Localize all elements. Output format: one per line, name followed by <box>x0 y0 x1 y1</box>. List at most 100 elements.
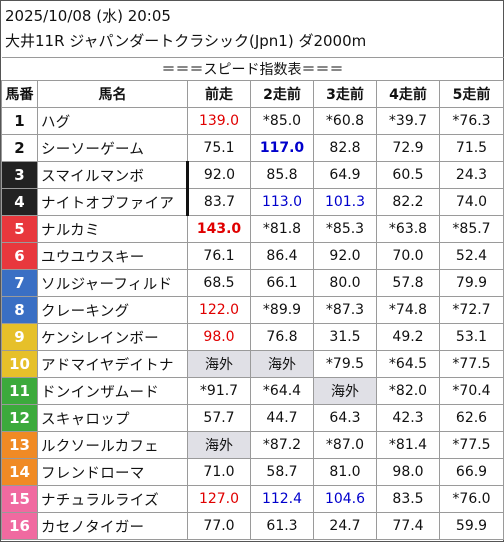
horse-name: ユウユウスキー <box>37 242 188 270</box>
speed-index-cell: 112.4 <box>250 485 314 513</box>
speed-index-cell: 75.1 <box>187 134 251 162</box>
speed-index-cell: 72.9 <box>376 134 440 162</box>
table-row: 9 ケンシレインボー 98.0 76.8 31.5 49.2 53.1 <box>1 323 504 351</box>
horse-number: 13 <box>1 431 38 459</box>
speed-index-cell: 74.0 <box>439 188 504 216</box>
table-title-row: ＝＝＝スピード指数表＝＝＝ <box>1 57 504 81</box>
speed-index-cell: *79.5 <box>313 350 377 378</box>
horse-number: 12 <box>1 404 38 432</box>
table-header-row: 馬番 馬名 前走 2走前 3走前 4走前 5走前 <box>1 80 504 108</box>
speed-index-cell: 61.3 <box>250 512 314 540</box>
speed-index-cell: 49.2 <box>376 323 440 351</box>
speed-index-cell: *77.5 <box>439 431 504 459</box>
table-row: 13 ルクソールカフェ 海外 *87.2 *87.0 *81.4 *77.5 <box>1 431 504 459</box>
col-header-last-race: 前走 <box>187 80 251 108</box>
speed-index-cell: 76.1 <box>187 242 251 270</box>
speed-index-cell: 139.0 <box>187 107 251 135</box>
speed-index-cell: 海外 <box>187 431 251 459</box>
table-row: 4 ナイトオブファイア 83.7 113.0 101.3 82.2 74.0 <box>1 188 504 216</box>
speed-index-cell: 98.0 <box>376 458 440 486</box>
speed-index-cell: 52.4 <box>439 242 504 270</box>
horse-number: 3 <box>1 161 38 189</box>
speed-index-cell: *87.2 <box>250 431 314 459</box>
speed-index-cell: 64.3 <box>313 404 377 432</box>
speed-index-cell: *81.8 <box>250 215 314 243</box>
speed-index-cell: 113.0 <box>250 188 314 216</box>
speed-index-cell: *87.0 <box>313 431 377 459</box>
table-row: 16 カセノタイガー 77.0 61.3 24.7 77.4 59.9 <box>1 512 504 540</box>
horse-name: ナイトオブファイア <box>37 188 189 216</box>
speed-index-cell: *77.5 <box>439 350 504 378</box>
speed-index-cell: 127.0 <box>187 485 251 513</box>
speed-index-cell: *87.3 <box>313 296 377 324</box>
speed-index-cell: 85.8 <box>250 161 314 189</box>
horse-number: 9 <box>1 323 38 351</box>
col-header-2-races-ago: 2走前 <box>250 80 314 108</box>
speed-index-cell: 59.9 <box>439 512 504 540</box>
horse-name: クレーキング <box>37 296 188 324</box>
speed-index-cell: 82.8 <box>313 134 377 162</box>
speed-index-cell: 83.5 <box>376 485 440 513</box>
speed-index-cell: 64.9 <box>313 161 377 189</box>
speed-index-cell: 66.9 <box>439 458 504 486</box>
horse-number: 6 <box>1 242 38 270</box>
speed-index-cell: *60.8 <box>313 107 377 135</box>
speed-index-cell: 79.9 <box>439 269 504 297</box>
speed-index-cell: 62.6 <box>439 404 504 432</box>
horse-name: フレンドローマ <box>37 458 188 486</box>
speed-index-cell: *89.9 <box>250 296 314 324</box>
horse-name: ナルカミ <box>37 215 188 243</box>
horse-name: ドンインザムード <box>37 377 188 405</box>
speed-index-cell: 82.2 <box>376 188 440 216</box>
speed-index-cell: 104.6 <box>313 485 377 513</box>
table-row: 1 ハグ 139.0 *85.0 *60.8 *39.7 *76.3 <box>1 107 504 135</box>
col-header-4-races-ago: 4走前 <box>376 80 440 108</box>
speed-index-cell: 44.7 <box>250 404 314 432</box>
speed-index-cell: 77.0 <box>187 512 251 540</box>
speed-index-cell: *76.0 <box>439 485 504 513</box>
horse-number: 15 <box>1 485 38 513</box>
speed-index-cell: *85.0 <box>250 107 314 135</box>
col-header-horse-name: 馬名 <box>37 80 188 108</box>
speed-index-cell: 71.0 <box>187 458 251 486</box>
speed-index-cell: 58.7 <box>250 458 314 486</box>
horse-number: 14 <box>1 458 38 486</box>
horse-number: 5 <box>1 215 38 243</box>
speed-index-cell: 83.7 <box>187 188 251 216</box>
speed-index-cell: 86.4 <box>250 242 314 270</box>
horse-number: 7 <box>1 269 38 297</box>
speed-index-cell: 海外 <box>313 377 377 405</box>
col-header-number: 馬番 <box>1 80 38 108</box>
table-row: 14 フレンドローマ 71.0 58.7 81.0 98.0 66.9 <box>1 458 504 486</box>
speed-index-cell: 68.5 <box>187 269 251 297</box>
speed-index-cell: 海外 <box>187 350 251 378</box>
horse-number: 4 <box>1 188 38 216</box>
table-row: 5 ナルカミ 143.0 *81.8 *85.3 *63.8 *85.7 <box>1 215 504 243</box>
speed-index-cell: *76.3 <box>439 107 504 135</box>
speed-index-cell: *85.7 <box>439 215 504 243</box>
speed-index-cell: 76.8 <box>250 323 314 351</box>
speed-index-cell: 24.3 <box>439 161 504 189</box>
speed-index-cell: 122.0 <box>187 296 251 324</box>
speed-index-cell: 117.0 <box>250 134 314 162</box>
col-header-3-races-ago: 3走前 <box>313 80 377 108</box>
horse-number: 11 <box>1 377 38 405</box>
speed-index-cell: *64.4 <box>250 377 314 405</box>
table-row: 15 ナチュラルライズ 127.0 112.4 104.6 83.5 *76.0 <box>1 485 504 513</box>
horse-number: 2 <box>1 134 38 162</box>
table-title: ＝＝＝スピード指数表＝＝＝ <box>1 57 504 81</box>
race-title: 大井11R ジャパンダートクラシック(Jpn1) ダ2000m <box>5 32 367 50</box>
speed-index-cell: 60.5 <box>376 161 440 189</box>
speed-index-cell: *64.5 <box>376 350 440 378</box>
speed-index-cell: 92.0 <box>313 242 377 270</box>
table-row: 8 クレーキング 122.0 *89.9 *87.3 *74.8 *72.7 <box>1 296 504 324</box>
speed-index-cell: *82.0 <box>376 377 440 405</box>
speed-index-cell: 80.0 <box>313 269 377 297</box>
speed-index-cell: *85.3 <box>313 215 377 243</box>
horse-name: ルクソールカフェ <box>37 431 188 459</box>
speed-index-cell: *74.8 <box>376 296 440 324</box>
speed-index-cell: 70.0 <box>376 242 440 270</box>
horse-name: カセノタイガー <box>37 512 188 540</box>
speed-index-cell: 143.0 <box>187 215 251 243</box>
speed-index-cell: *72.7 <box>439 296 504 324</box>
